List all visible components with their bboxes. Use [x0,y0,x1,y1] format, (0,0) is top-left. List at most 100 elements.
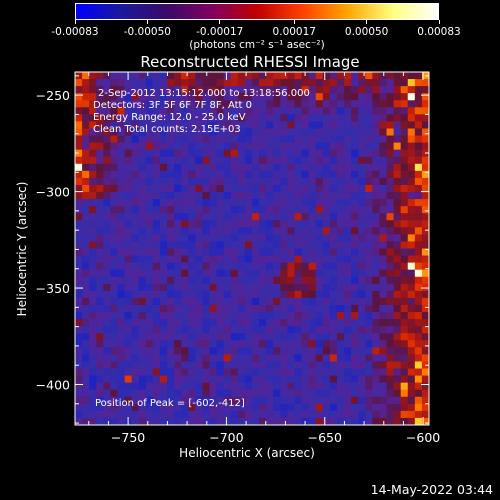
heatmap-cell [216,347,225,355]
heatmap-cell [110,304,119,313]
heatmap-cell [230,177,239,186]
heatmap-cell [336,262,345,271]
heatmap-cell [138,290,147,299]
heatmap-cell [195,170,204,179]
heatmap-cell [259,156,267,165]
heatmap-cell [174,382,182,391]
heatmap-cell [188,304,196,313]
heatmap-cell [358,163,366,172]
heatmap-cell [181,163,189,172]
heatmap-cell [322,121,331,130]
heatmap-cell [145,319,154,327]
colorbar-tick-label: -0.00017 [196,26,244,38]
heatmap-cell [223,79,232,87]
heatmap-cell [82,396,90,405]
heatmap-cell [414,241,423,250]
heatmap-cell [237,79,246,87]
heatmap-cell [195,312,204,320]
heatmap-cell [351,417,359,425]
heatmap-cell [266,361,274,370]
heatmap-cell [407,375,416,384]
heatmap-cell [301,227,310,235]
heatmap-cell [365,255,373,264]
heatmap-cell [152,347,161,355]
heatmap-cell [152,304,161,313]
heatmap-cell [400,297,409,306]
heatmap-cell [266,389,274,398]
heatmap-cell [322,156,331,165]
heatmap-cell [75,354,83,363]
heatmap-cell [407,199,416,207]
heatmap-cell [174,241,182,250]
heatmap-cell [174,79,182,87]
heatmap-cell [202,142,211,151]
heatmap-cell [294,248,303,257]
heatmap-cell [202,368,211,377]
heatmap-cell [358,192,366,200]
heatmap-cell [372,312,381,320]
heatmap-cell [259,213,267,221]
heatmap-cell [358,368,366,377]
heatmap-cell [110,149,119,158]
heatmap-cell [216,177,225,186]
heatmap-cell [421,163,429,172]
heatmap-cell [365,248,373,257]
heatmap-cell [414,312,423,320]
heatmap-cell [301,255,310,264]
heatmap-cell [252,410,260,419]
heatmap-cell [174,227,182,235]
heatmap-cell [159,269,168,278]
heatmap-cell [365,213,373,221]
heatmap-cell [195,213,204,221]
heatmap-cell [266,290,274,299]
heatmap-cell [266,170,274,179]
heatmap-cell [223,192,232,200]
heatmap-cell [110,72,119,80]
heatmap-cell [202,354,211,363]
heatmap-cell [273,354,281,363]
heatmap-cell [145,333,154,341]
heatmap-cell [358,241,366,250]
heatmap-cell [237,340,246,348]
heatmap-cell [358,206,366,214]
heatmap-cell [315,248,324,257]
heatmap-cell [230,220,239,228]
heatmap-cell [174,389,182,398]
heatmap-cell [351,354,359,363]
heatmap-cell [244,262,253,271]
heatmap-cell [365,410,373,419]
heatmap-cell [379,170,388,179]
heatmap-cell [379,255,388,264]
heatmap-cell [315,347,324,355]
heatmap-cell [89,340,97,348]
heatmap-cell [103,340,111,348]
heatmap-cell [244,170,253,179]
heatmap-cell [159,410,168,419]
heatmap-cell [89,163,97,172]
heatmap-cell [89,312,97,320]
heatmap-cell [124,340,133,348]
heatmap-cell [124,297,133,306]
heatmap-cell [152,354,161,363]
heatmap-cell [124,241,133,250]
heatmap-cell [351,128,359,137]
heatmap-cell [188,333,196,341]
heatmap-cell [124,79,133,87]
heatmap-cell [110,319,119,327]
heatmap-cell [301,290,310,299]
heatmap-cell [407,121,416,130]
heatmap-cell [414,107,423,115]
heatmap-cell [329,156,338,165]
heatmap-cell [252,248,260,257]
heatmap-cell [202,333,211,341]
heatmap-cell [294,149,303,158]
heatmap-cell [202,255,211,264]
heatmap-cell [414,375,423,384]
heatmap-cell [315,276,324,285]
heatmap-cell [386,206,395,214]
heatmap-cell [202,269,211,278]
heatmap-cell [315,149,324,158]
heatmap-cell [159,368,168,377]
heatmap-cell [167,283,175,292]
heatmap-cell [273,347,281,355]
